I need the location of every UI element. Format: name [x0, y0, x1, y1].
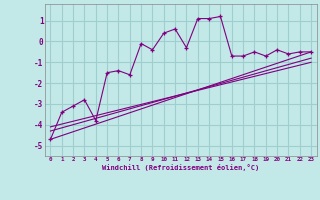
X-axis label: Windchill (Refroidissement éolien,°C): Windchill (Refroidissement éolien,°C)	[102, 164, 260, 171]
